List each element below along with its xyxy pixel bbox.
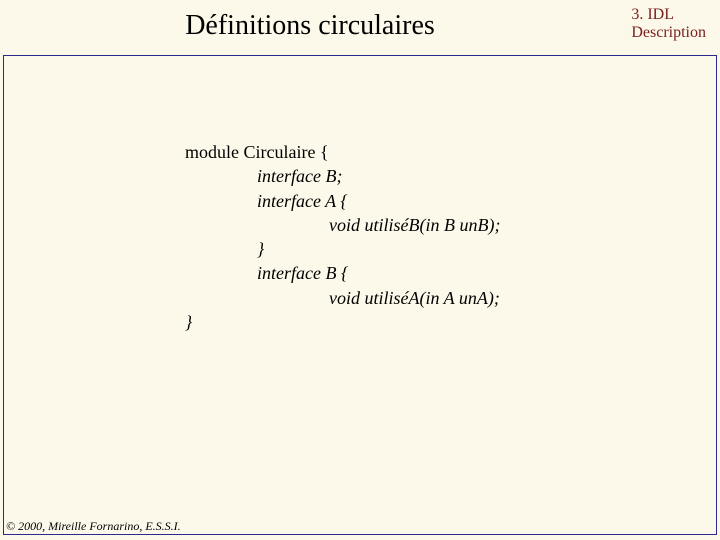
page-title: Définitions circulaires [0, 10, 620, 42]
code-block: module Circulaire { interface B; interfa… [185, 140, 500, 334]
header-chapter: 3. IDL [631, 6, 706, 24]
header-description: Description [631, 24, 706, 42]
header-section: 3. IDL Description [631, 6, 706, 43]
copyright-footer: © 2000, Mireille Fornarino, E.S.S.I. [6, 519, 181, 534]
